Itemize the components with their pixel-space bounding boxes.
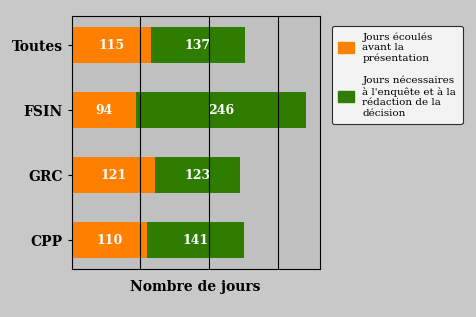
Text: 94: 94 (95, 104, 112, 117)
Bar (71, 157, 155, 193)
Text: 141: 141 (182, 234, 208, 247)
Text: 137: 137 (185, 39, 210, 52)
Bar (71, 222, 147, 258)
Text: 121: 121 (100, 169, 126, 182)
Bar (136, 92, 305, 128)
Bar (155, 157, 239, 193)
Bar (150, 27, 245, 63)
Bar (147, 222, 244, 258)
Legend: Jours écoulés
avant la
présentation, Jours nécessaires
à l'enquête et à la
rédac: Jours écoulés avant la présentation, Jou… (332, 26, 462, 124)
Bar (71, 92, 136, 128)
Text: 115: 115 (98, 39, 124, 52)
Bar (71, 27, 150, 63)
Text: 110: 110 (96, 234, 122, 247)
Text: 123: 123 (184, 169, 210, 182)
X-axis label: Nombre de jours: Nombre de jours (130, 280, 260, 294)
Text: 246: 246 (208, 104, 234, 117)
